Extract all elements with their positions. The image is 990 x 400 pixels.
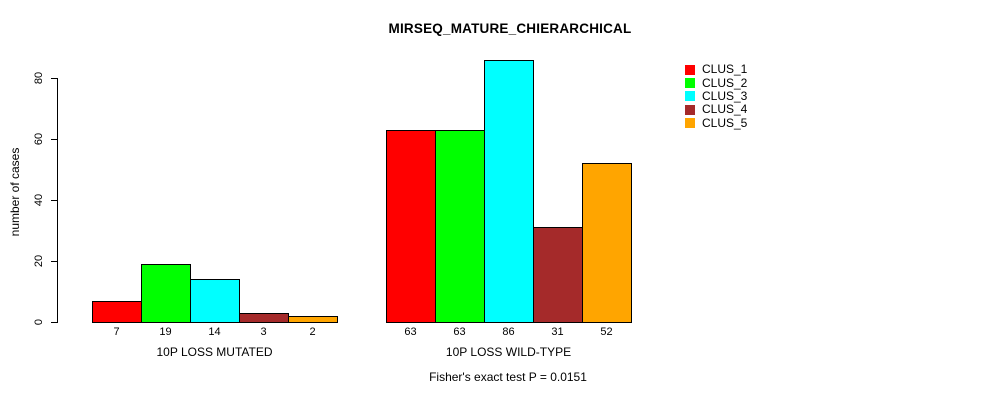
legend-swatch-icon [685,118,695,129]
legend-swatch-icon [685,78,695,89]
y-axis-tick-label: 60 [33,132,45,146]
bar-clus-3-mutated [190,279,240,323]
bar-value-label: 7 [113,326,120,338]
y-axis-tick-label: 80 [33,71,45,85]
bar-value-label: 3 [260,326,267,338]
group-label-wild-type: 10P LOSS WILD-TYPE [445,345,572,359]
bar-clus-2-mutated [141,264,191,323]
y-axis-tick [51,261,58,262]
legend-item-clus-4: CLUS_4 [685,103,747,116]
bar-value-label: 63 [453,326,466,338]
legend-item-label: CLUS_5 [702,115,748,130]
bar-clus-3-wild-type [484,60,534,323]
legend-item-clus-5: CLUS_5 [685,115,748,130]
y-axis-tick [51,200,58,201]
bar-clus-4-mutated [239,313,289,323]
bar-clus-1-mutated [92,301,142,323]
legend: CLUS_1 CLUS_2 CLUS_3 CLUS_4 CLUS_5 [685,63,747,130]
bar-clus-2-wild-type [435,130,485,323]
y-axis-tick-label: 40 [33,193,45,207]
bar-clus-4-wild-type [533,227,583,323]
bar-value-label: 52 [600,326,613,338]
group-label-mutated: 10P LOSS MUTATED [156,345,273,359]
y-axis-tick [51,322,58,323]
legend-item-label: CLUS_1 [702,62,748,77]
legend-item-clus-1: CLUS_1 [685,63,747,76]
y-axis-title: number of cases [8,147,22,237]
bar-clus-1-wild-type [386,130,436,323]
annotation-fisher-test: Fisher's exact test P = 0.0151 [429,370,587,384]
bar-clus-5-wild-type [582,163,632,323]
y-axis-tick-label: 0 [33,318,45,326]
bar-value-label: 2 [309,326,316,338]
legend-item-label: CLUS_4 [702,102,748,117]
bar-clus-5-mutated [288,316,338,323]
legend-item-label: CLUS_3 [702,88,748,103]
y-axis-tick-label: 20 [33,254,45,268]
bar-value-label: 63 [404,326,417,338]
y-axis-tick [51,78,58,79]
legend-swatch-icon [685,104,695,115]
y-axis-tick [51,139,58,140]
bar-value-label: 14 [208,326,221,338]
legend-item-clus-3: CLUS_3 [685,88,748,103]
legend-swatch-icon [685,91,695,102]
bar-value-label: 19 [159,326,172,338]
chart-title: MIRSEQ_MATURE_CHIERARCHICAL [388,21,632,36]
bar-value-label: 31 [551,326,564,338]
legend-swatch-icon [685,64,695,75]
legend-item-label: CLUS_2 [702,75,748,90]
bar-value-label: 86 [502,326,515,338]
legend-item-clus-2: CLUS_2 [685,76,747,89]
